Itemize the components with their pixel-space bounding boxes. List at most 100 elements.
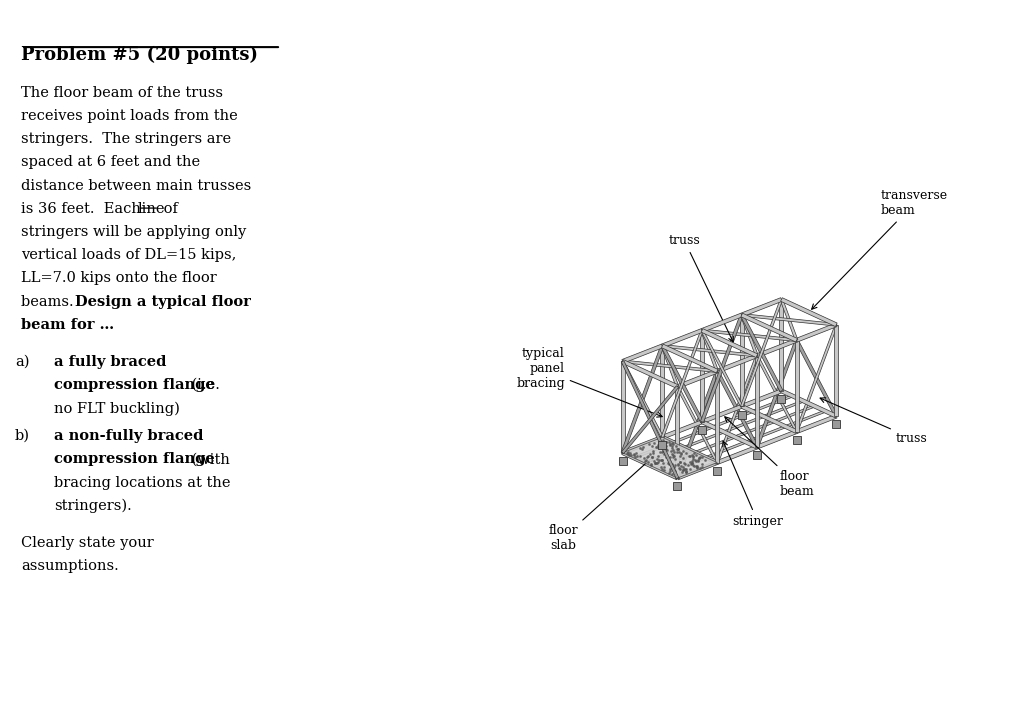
- Polygon shape: [623, 360, 718, 373]
- Text: of: of: [159, 202, 178, 216]
- Polygon shape: [662, 328, 702, 348]
- Text: compression flange: compression flange: [54, 452, 215, 466]
- Polygon shape: [734, 420, 775, 438]
- Polygon shape: [717, 445, 758, 465]
- Polygon shape: [779, 299, 783, 391]
- Polygon shape: [701, 420, 758, 449]
- Text: assumptions.: assumptions.: [22, 559, 119, 573]
- Polygon shape: [741, 314, 837, 326]
- Polygon shape: [622, 345, 664, 453]
- Polygon shape: [666, 456, 707, 474]
- Text: receives point loads from the: receives point loads from the: [22, 109, 238, 123]
- Text: stringer: stringer: [723, 441, 783, 528]
- Text: stringers.  The stringers are: stringers. The stringers are: [22, 132, 231, 146]
- Polygon shape: [662, 344, 718, 373]
- Text: The floor beam of the truss: The floor beam of the truss: [22, 86, 223, 100]
- Text: truss: truss: [820, 398, 928, 444]
- Polygon shape: [780, 298, 838, 326]
- Polygon shape: [739, 315, 743, 406]
- Polygon shape: [716, 370, 759, 448]
- Polygon shape: [700, 314, 743, 423]
- Polygon shape: [706, 441, 746, 458]
- Polygon shape: [622, 344, 664, 363]
- Text: (with: (with: [187, 452, 230, 466]
- Polygon shape: [756, 338, 798, 358]
- Polygon shape: [622, 360, 678, 388]
- Polygon shape: [701, 329, 797, 342]
- Polygon shape: [695, 436, 735, 453]
- Polygon shape: [623, 437, 717, 478]
- Text: spaced at 6 feet and the: spaced at 6 feet and the: [22, 155, 201, 169]
- Polygon shape: [655, 451, 695, 469]
- Polygon shape: [622, 451, 678, 479]
- Polygon shape: [835, 325, 839, 416]
- Polygon shape: [756, 340, 798, 448]
- Polygon shape: [763, 400, 804, 418]
- Polygon shape: [663, 344, 757, 357]
- Text: compression flange: compression flange: [54, 378, 215, 392]
- Polygon shape: [673, 426, 714, 444]
- Text: (i.e.: (i.e.: [187, 378, 220, 392]
- Polygon shape: [785, 410, 825, 427]
- Polygon shape: [622, 386, 679, 453]
- Text: transverse
beam: transverse beam: [812, 189, 948, 309]
- Polygon shape: [677, 369, 718, 389]
- Polygon shape: [676, 387, 680, 478]
- Text: bracing locations at the: bracing locations at the: [54, 475, 230, 489]
- Polygon shape: [701, 329, 758, 357]
- Text: LL=7.0 kips onto the floor: LL=7.0 kips onto the floor: [22, 271, 217, 285]
- Text: truss: truss: [669, 234, 733, 342]
- Polygon shape: [621, 361, 625, 453]
- Polygon shape: [741, 314, 798, 342]
- Polygon shape: [796, 323, 837, 342]
- Polygon shape: [795, 340, 799, 432]
- Text: floor
beam: floor beam: [725, 417, 814, 498]
- Polygon shape: [796, 340, 838, 417]
- Text: is 36 feet.  Each: is 36 feet. Each: [22, 202, 145, 216]
- Polygon shape: [700, 330, 742, 407]
- Text: no FLT buckling): no FLT buckling): [54, 401, 180, 415]
- Polygon shape: [660, 345, 703, 423]
- Text: a non-fully braced: a non-fully braced: [54, 429, 204, 443]
- Text: b): b): [15, 429, 30, 443]
- Polygon shape: [701, 404, 742, 424]
- Text: typical
panel
bracing: typical panel bracing: [516, 347, 663, 417]
- Text: stringers).: stringers).: [54, 498, 132, 513]
- Polygon shape: [700, 330, 705, 422]
- Polygon shape: [780, 389, 838, 418]
- Polygon shape: [774, 405, 815, 423]
- Text: beams.: beams.: [22, 295, 83, 309]
- Text: line: line: [137, 202, 165, 216]
- Polygon shape: [676, 370, 719, 479]
- Polygon shape: [633, 441, 674, 459]
- Text: vertical loads of DL=15 kips,: vertical loads of DL=15 kips,: [22, 248, 237, 262]
- Polygon shape: [701, 313, 742, 333]
- Polygon shape: [741, 405, 798, 433]
- Polygon shape: [796, 324, 838, 432]
- Polygon shape: [740, 314, 758, 356]
- Text: Design a typical floor: Design a typical floor: [75, 295, 251, 309]
- Polygon shape: [753, 395, 793, 413]
- Text: Problem #5 (20 points): Problem #5 (20 points): [22, 46, 258, 64]
- Text: distance between main trusses: distance between main trusses: [22, 179, 252, 193]
- Polygon shape: [660, 346, 665, 437]
- Polygon shape: [662, 330, 703, 438]
- Polygon shape: [780, 299, 798, 341]
- Polygon shape: [724, 415, 764, 433]
- Polygon shape: [684, 431, 724, 449]
- Polygon shape: [740, 299, 782, 407]
- Polygon shape: [644, 446, 685, 464]
- Polygon shape: [716, 355, 758, 463]
- Polygon shape: [622, 435, 664, 455]
- Polygon shape: [700, 330, 719, 372]
- Polygon shape: [756, 355, 798, 432]
- Polygon shape: [717, 354, 758, 373]
- Polygon shape: [677, 460, 718, 480]
- Polygon shape: [755, 356, 759, 447]
- Polygon shape: [740, 314, 783, 392]
- Text: beam for …: beam for …: [22, 318, 115, 332]
- Polygon shape: [713, 411, 753, 428]
- Text: a fully braced: a fully braced: [54, 355, 167, 369]
- Polygon shape: [741, 389, 782, 408]
- Polygon shape: [622, 361, 679, 479]
